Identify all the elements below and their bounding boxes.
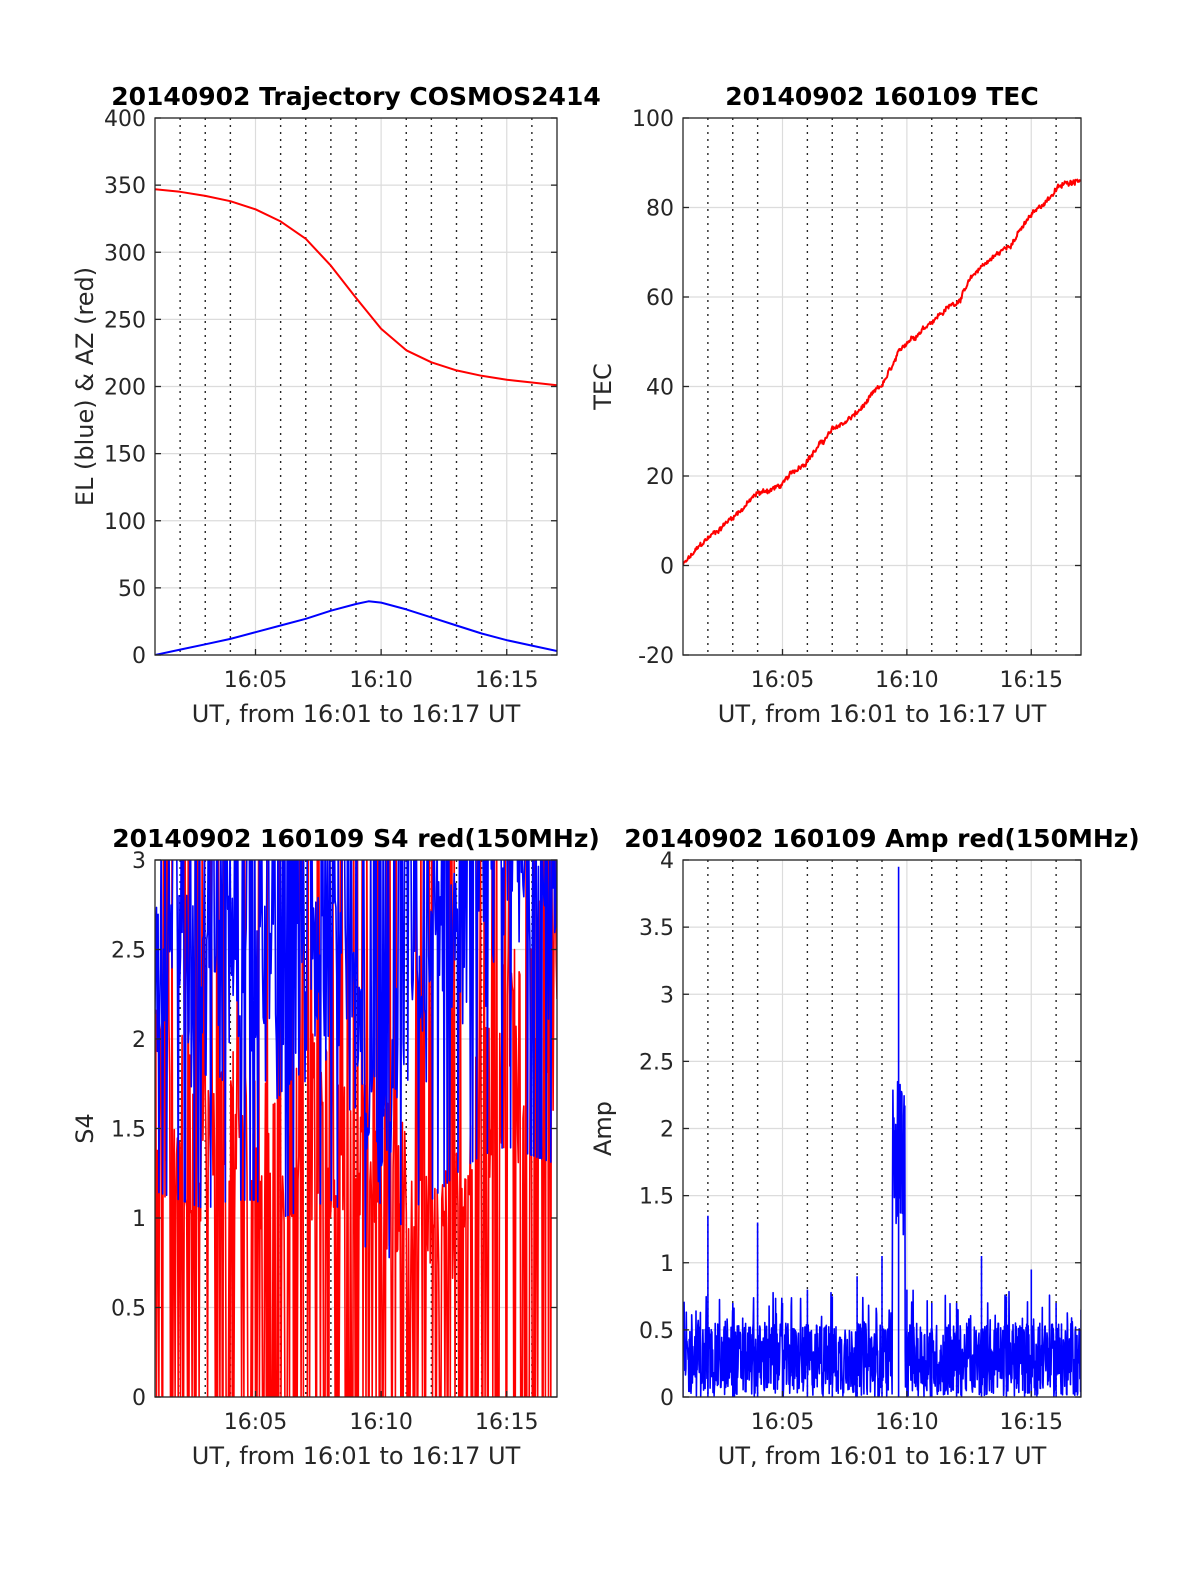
y-tick-label: 400 <box>104 107 146 132</box>
y-tick-label: 2.5 <box>111 939 146 964</box>
x-tick-label: 16:15 <box>475 668 538 693</box>
chart-title: 20140902 160109 TEC <box>725 82 1038 111</box>
x-axis-label: UT, from 16:01 to 16:17 UT <box>718 700 1047 728</box>
series-line-1 <box>155 188 557 387</box>
x-tick-label: 16:10 <box>875 1410 938 1435</box>
y-tick-label: 2.5 <box>639 1050 674 1075</box>
y-tick-label: 0.5 <box>111 1297 146 1322</box>
plot-area <box>683 178 1081 567</box>
y-tick-label: 0 <box>660 1386 674 1411</box>
series-line-2 <box>155 600 557 655</box>
y-tick-label: 0 <box>132 644 146 669</box>
x-tick-label: 16:05 <box>224 668 287 693</box>
plot-area <box>683 866 1081 1397</box>
y-axis-label: Amp <box>589 1101 617 1156</box>
series-line-1 <box>155 860 557 1397</box>
y-tick-label: 3.5 <box>639 916 674 941</box>
y-tick-label: 0.5 <box>639 1319 674 1344</box>
y-tick-label: 200 <box>104 376 146 401</box>
x-tick-label: 16:05 <box>751 1410 814 1435</box>
chart-panel-1: 0 50 100 150 200 250 300 350 400 16:05 16:10 16:15 2… <box>71 82 601 728</box>
y-tick-label: 150 <box>104 443 146 468</box>
x-tick-label: 16:15 <box>475 1410 538 1435</box>
y-tick-label: 4 <box>660 849 674 874</box>
y-tick-label: 1 <box>132 1207 146 1232</box>
y-tick-label: 2 <box>132 1028 146 1053</box>
y-tick-label: 1 <box>660 1252 674 1277</box>
chart-title: 20140902 160109 Amp red(150MHz) <box>624 824 1140 853</box>
plot-area <box>155 188 557 655</box>
series-line-1 <box>683 866 1081 1397</box>
y-tick-label: 80 <box>646 197 674 222</box>
y-tick-label: 350 <box>104 174 146 199</box>
y-tick-label: 20 <box>646 465 674 490</box>
x-tick-label: 16:15 <box>1000 1410 1063 1435</box>
chart-panel-3: 0 0.5 1 1.5 2 2.5 3 16:05 16:10 16:15 20140902 160… <box>71 824 600 1470</box>
y-tick-label: 2 <box>660 1118 674 1143</box>
chart-title: 20140902 Trajectory COSMOS2414 <box>111 82 601 111</box>
y-tick-label: 0 <box>132 1386 146 1411</box>
series-line-1 <box>683 178 1081 567</box>
y-tick-label: 40 <box>646 376 674 401</box>
y-tick-label: 1.5 <box>111 1118 146 1143</box>
y-tick-label: 60 <box>646 286 674 311</box>
y-tick-label: 50 <box>118 577 146 602</box>
y-tick-label: 100 <box>632 107 674 132</box>
plot-area <box>155 860 557 1397</box>
x-axis-label: UT, from 16:01 to 16:17 UT <box>192 700 521 728</box>
y-tick-label: -20 <box>638 644 674 669</box>
y-tick-label: 100 <box>104 510 146 535</box>
y-axis-label: TEC <box>589 363 617 411</box>
chart-title: 20140902 160109 S4 red(150MHz) <box>112 824 600 853</box>
x-axis-label: UT, from 16:01 to 16:17 UT <box>192 1442 521 1470</box>
x-tick-label: 16:05 <box>224 1410 287 1435</box>
y-axis-label: EL (blue) & AZ (red) <box>71 267 99 506</box>
x-axis-label: UT, from 16:01 to 16:17 UT <box>718 1442 1047 1470</box>
y-tick-label: 3 <box>132 849 146 874</box>
series-line-2 <box>155 860 557 1259</box>
x-tick-label: 16:15 <box>1000 668 1063 693</box>
chart-panel-4: 0 0.5 1 1.5 2 2.5 3 3.5 4 16:05 16:10 16:15 20140902… <box>589 824 1140 1470</box>
y-tick-label: 1.5 <box>639 1185 674 1210</box>
x-tick-label: 16:10 <box>349 668 412 693</box>
x-tick-label: 16:10 <box>349 1410 412 1435</box>
y-tick-label: 0 <box>660 555 674 580</box>
y-tick-label: 3 <box>660 983 674 1008</box>
y-tick-label: 250 <box>104 308 146 333</box>
x-tick-label: 16:10 <box>875 668 938 693</box>
x-tick-label: 16:05 <box>751 668 814 693</box>
y-axis-label: S4 <box>71 1113 99 1144</box>
chart-panel-2: -20 0 20 40 60 80 100 16:05 16:10 16:15 20140902 1… <box>589 82 1082 728</box>
y-tick-label: 300 <box>104 241 146 266</box>
